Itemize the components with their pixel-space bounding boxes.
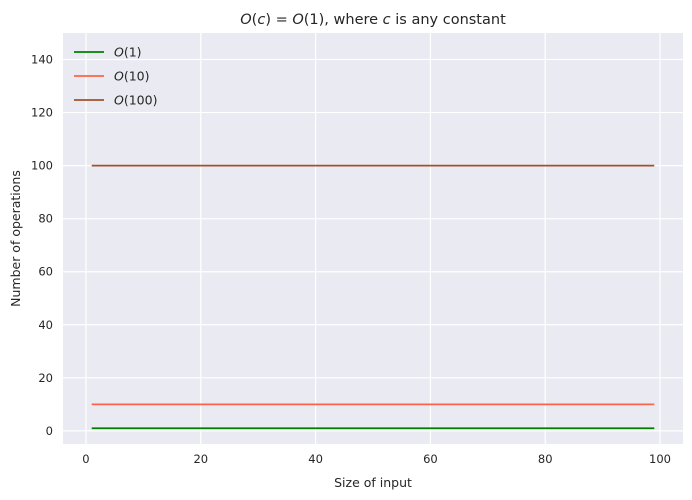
- x-tick-label: 40: [308, 452, 323, 466]
- legend-label-rest: (10): [124, 69, 150, 84]
- y-tick-label: 40: [38, 318, 53, 332]
- series-lines: [91, 164, 655, 430]
- y-tick-label: 140: [31, 53, 53, 67]
- y-tick-label: 60: [38, 265, 53, 279]
- legend-label-0: O(1): [114, 45, 142, 60]
- legend: O(1)O(10)O(100): [74, 45, 157, 108]
- grid: [63, 33, 683, 444]
- title-part: is any constant: [391, 12, 506, 28]
- y-axis-label: Number of operations: [8, 170, 23, 307]
- plot-area: [63, 33, 683, 444]
- x-axis-ticks: 0 20 40 60 80 100: [82, 452, 671, 466]
- x-tick-label: 20: [193, 452, 208, 466]
- legend-label-math: O: [114, 45, 124, 60]
- chart-title: O(c) = O(1), where c is any constant: [240, 12, 506, 28]
- title-part: c: [257, 12, 265, 28]
- legend-label-math: O: [114, 69, 124, 84]
- x-axis-label: Size of input: [334, 475, 412, 490]
- legend-label-math: O: [114, 93, 124, 108]
- legend-label-rest: (100): [124, 93, 158, 108]
- y-tick-label: 100: [31, 159, 53, 173]
- title-part: (1), where: [304, 12, 383, 28]
- y-tick-label: 80: [38, 212, 53, 226]
- title-part: ) =: [265, 12, 292, 28]
- x-tick-label: 60: [423, 452, 438, 466]
- y-axis-ticks: 0 20 40 60 80 100 120 140: [31, 53, 53, 438]
- legend-label-rest: (1): [124, 45, 142, 60]
- y-tick-label: 20: [38, 371, 53, 385]
- title-part: (: [252, 12, 258, 28]
- legend-label-2: O(100): [114, 93, 157, 108]
- y-tick-label: 0: [46, 424, 53, 438]
- x-tick-label: 80: [538, 452, 553, 466]
- x-tick-label: 100: [649, 452, 671, 466]
- legend-label-1: O(10): [114, 69, 150, 84]
- y-tick-label: 120: [31, 106, 53, 120]
- title-part: O: [240, 12, 251, 28]
- x-tick-label: 0: [82, 452, 89, 466]
- title-part: c: [383, 12, 391, 28]
- title-part: O: [292, 12, 303, 28]
